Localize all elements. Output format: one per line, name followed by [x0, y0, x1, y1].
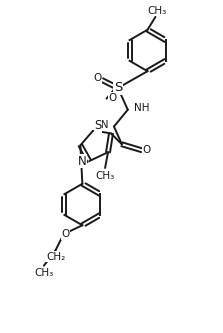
Text: O: O [93, 73, 101, 83]
Text: S: S [95, 119, 102, 132]
Text: NH: NH [134, 103, 149, 113]
Text: S: S [114, 82, 122, 95]
Text: CH₃: CH₃ [148, 6, 167, 16]
Text: N: N [78, 155, 87, 167]
Text: O: O [62, 229, 70, 239]
Text: CH₃: CH₃ [95, 171, 115, 181]
Text: CH₃: CH₃ [34, 268, 54, 278]
Text: O: O [109, 93, 117, 103]
Text: CH₂: CH₂ [46, 252, 65, 262]
Text: HN: HN [93, 120, 108, 130]
Text: O: O [142, 145, 151, 155]
